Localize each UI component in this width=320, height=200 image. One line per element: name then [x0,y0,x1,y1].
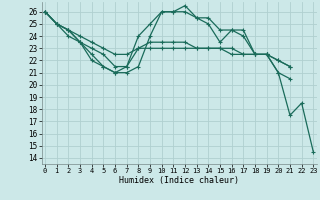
X-axis label: Humidex (Indice chaleur): Humidex (Indice chaleur) [119,176,239,185]
